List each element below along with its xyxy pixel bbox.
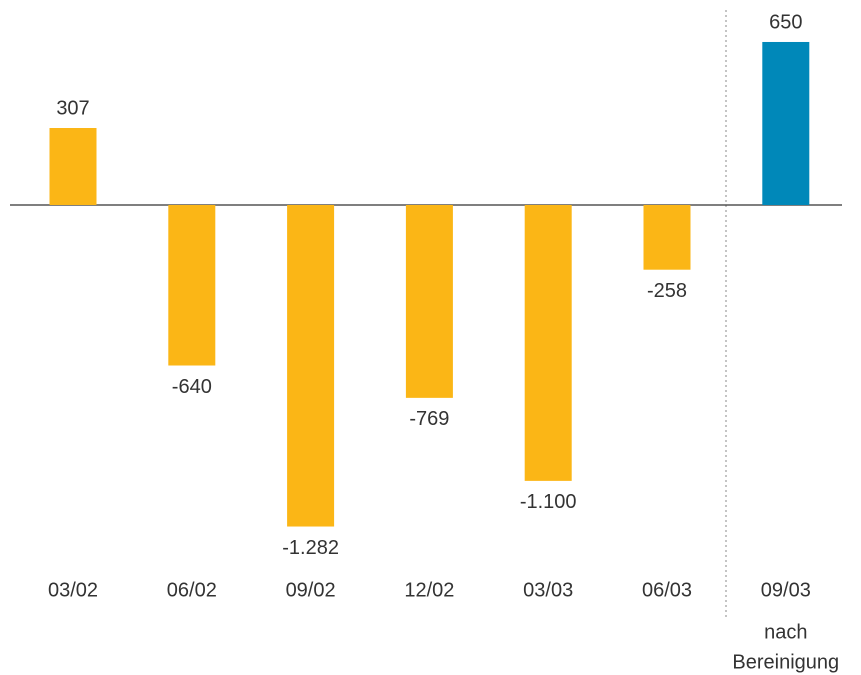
value-label: -769 — [409, 408, 449, 430]
x-tick-label: 03/02 — [48, 579, 98, 601]
x-tick-label: 06/02 — [167, 579, 217, 601]
bar — [49, 128, 97, 205]
bar — [287, 205, 335, 527]
annotation: nach — [764, 621, 807, 643]
x-tick-label: 06/03 — [642, 579, 692, 601]
bar — [524, 205, 572, 481]
bar — [405, 205, 453, 398]
bar — [643, 205, 691, 270]
value-label: -1.100 — [520, 491, 577, 513]
value-label: 307 — [56, 97, 89, 119]
x-tick-label: 12/02 — [404, 579, 454, 601]
value-label: -1.282 — [282, 537, 339, 559]
bar — [762, 41, 810, 206]
x-tick-label: 09/02 — [286, 579, 336, 601]
x-tick-label: 09/03 — [761, 579, 811, 601]
annotation: Bereinigung — [732, 651, 839, 673]
value-label: -258 — [647, 280, 687, 302]
bar — [168, 205, 216, 366]
x-tick-label: 03/03 — [523, 579, 573, 601]
value-label: 650 — [769, 11, 802, 33]
value-label: -640 — [172, 376, 212, 398]
